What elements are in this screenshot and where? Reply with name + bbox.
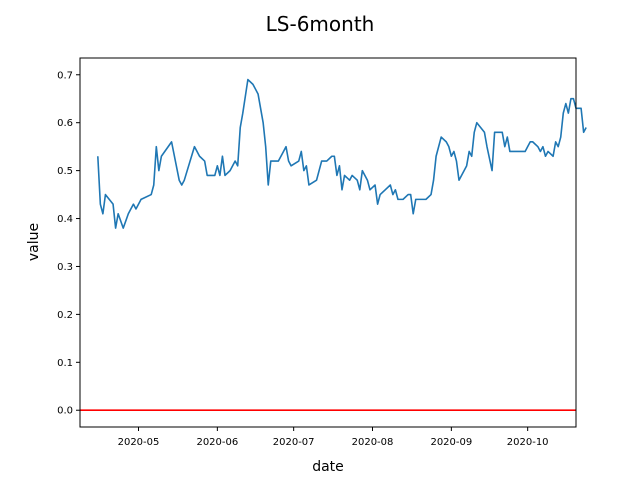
y-tick-label: 0.2 — [57, 310, 73, 321]
x-tick-label: 2020-07 — [273, 437, 315, 448]
series-line — [97, 78, 587, 229]
y-axis-label: value — [26, 223, 42, 261]
y-tick-label: 0.0 — [57, 406, 73, 417]
plot-frame — [79, 57, 577, 428]
x-tick-label: 2020-08 — [352, 437, 394, 448]
x-tick-label: 2020-06 — [196, 437, 238, 448]
y-tick-label: 0.6 — [57, 118, 73, 129]
y-tick-label: 0.1 — [57, 358, 73, 369]
plot-content — [80, 78, 587, 412]
x-axis-label: date — [312, 459, 344, 475]
x-tick-label: 2020-10 — [507, 437, 549, 448]
plot-area — [80, 58, 576, 427]
x-axis: 2020-05 2020-06 2020-07 2020-08 2020-09 2020-… — [118, 427, 549, 448]
y-axis: 0.0 0.1 0.2 0.3 0.4 0.5 0.6 0.7 — [57, 70, 80, 417]
x-tick-label: 2020-05 — [118, 437, 160, 448]
y-tick-label: 0.4 — [57, 214, 73, 225]
y-tick-label: 0.3 — [57, 262, 73, 273]
chart-title: LS-6month — [266, 12, 375, 36]
x-tick-label: 2020-09 — [430, 437, 472, 448]
y-tick-label: 0.5 — [57, 166, 73, 177]
y-tick-label: 0.7 — [57, 70, 73, 81]
